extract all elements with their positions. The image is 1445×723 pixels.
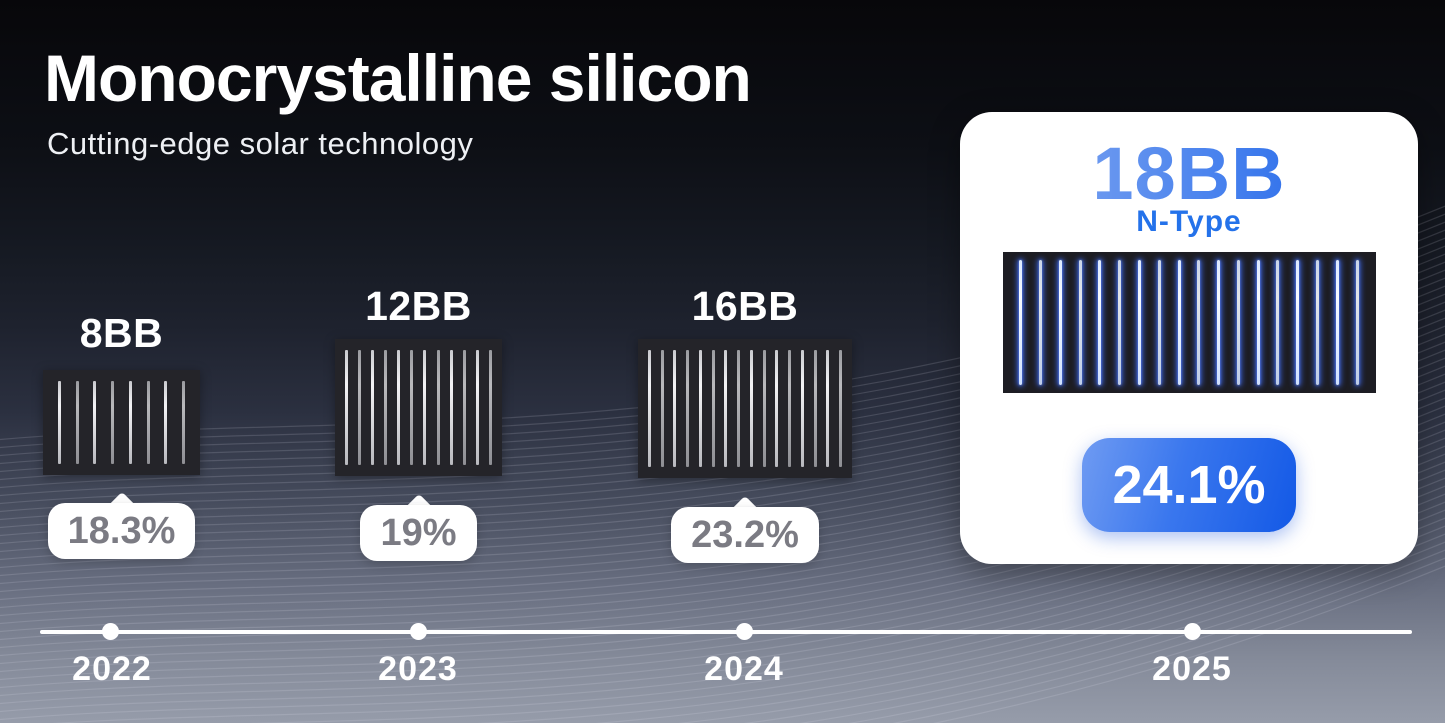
timeline-year-label: 2023 [378, 650, 458, 688]
busbar-line [1316, 260, 1319, 385]
busbar-line [475, 350, 479, 465]
busbar-line [1217, 260, 1221, 385]
busbar-line [749, 350, 753, 467]
busbar-line [737, 350, 740, 467]
busbar-line [686, 350, 689, 467]
solar-cell-panel-12bb [335, 339, 502, 476]
highlight-cell-type-label: N-Type [1136, 205, 1242, 238]
busbar-line [647, 350, 651, 467]
timeline-dot-2022 [102, 623, 119, 640]
busbar-line [111, 381, 115, 464]
busbar-line [146, 381, 150, 464]
busbar-line [788, 350, 791, 467]
busbar-line [698, 350, 702, 467]
busbar-line [1118, 260, 1122, 385]
busbar-line [711, 350, 715, 467]
busbar-line [93, 381, 97, 464]
busbar-line [1276, 260, 1280, 385]
busbar-line [488, 350, 492, 465]
efficiency-badge: 23.2% [671, 495, 819, 563]
efficiency-value: 19% [380, 512, 457, 554]
busbar-count-label: 16BB [691, 283, 799, 329]
badge-pointer-icon [1170, 422, 1208, 460]
busbar-line [1157, 260, 1161, 385]
efficiency-value: 23.2% [691, 514, 799, 556]
busbar-line [345, 350, 349, 465]
busbar-line [1197, 260, 1201, 385]
solar-cell-panel-16bb [638, 339, 852, 478]
solar-cell-panel-8bb [43, 370, 200, 475]
highlight-efficiency-badge: 24.1% [1082, 422, 1296, 532]
busbar-line [57, 381, 61, 464]
generation-12bb: 12BB 19% [335, 283, 502, 561]
busbar-line [673, 350, 677, 467]
busbar-line [1019, 260, 1023, 385]
busbar-line [423, 350, 427, 465]
busbar-line [1098, 260, 1102, 385]
busbar-line [813, 350, 817, 467]
busbar-line [1236, 260, 1240, 385]
busbar-line [1137, 260, 1141, 385]
busbar-line [462, 350, 466, 465]
busbar-line [1355, 260, 1359, 385]
timeline-dot-2024 [736, 623, 753, 640]
highlight-card-18bb: 18BB N-Type 24.1% [960, 112, 1418, 564]
busbar-line [1078, 260, 1082, 385]
busbar-line [449, 350, 453, 465]
busbar-line [762, 350, 766, 467]
timeline-year-label: 2024 [704, 650, 784, 688]
busbar-line [1335, 260, 1339, 385]
busbar-line [128, 381, 132, 464]
busbar-line [724, 350, 728, 467]
busbar-line [384, 350, 388, 465]
busbar-line [410, 350, 414, 465]
busbar-line [1296, 260, 1300, 385]
busbar-line [660, 350, 664, 467]
efficiency-value: 18.3% [67, 510, 176, 552]
timeline-year-label: 2022 [72, 650, 152, 688]
busbar-line [1039, 260, 1043, 385]
busbar-line [1177, 260, 1181, 385]
busbar-line [75, 381, 79, 464]
generation-16bb: 16BB 23.2% [638, 283, 852, 563]
busbar-line [839, 350, 842, 467]
busbar-line [371, 350, 375, 465]
busbar-line [1058, 260, 1062, 385]
busbar-count-label: 12BB [365, 283, 472, 329]
busbar-line [164, 381, 168, 464]
page-title: Monocrystalline silicon [44, 41, 752, 115]
busbar-line [182, 381, 186, 464]
busbar-line [826, 350, 830, 467]
busbar-line [775, 350, 779, 467]
timeline-year-label: 2025 [1152, 650, 1232, 688]
busbar-line [800, 350, 804, 467]
efficiency-value: 24.1% [1112, 455, 1266, 515]
timeline-axis [40, 630, 1412, 634]
efficiency-badge: 19% [360, 493, 477, 561]
efficiency-badge: 18.3% [47, 491, 196, 559]
solar-cell-panel-18bb [1002, 252, 1376, 393]
highlight-busbar-label: 18BB [960, 136, 1418, 212]
busbar-line [1256, 260, 1260, 385]
busbar-count-label: 8BB [79, 310, 164, 356]
page-subtitle: Cutting-edge solar technology [47, 126, 474, 161]
busbar-line [436, 350, 440, 465]
busbar-line [358, 350, 362, 465]
timeline-dot-2023 [410, 623, 427, 640]
busbar-line [397, 350, 401, 465]
generation-8bb: 8BB 18.3% [43, 310, 200, 559]
timeline-dot-2025 [1184, 623, 1201, 640]
